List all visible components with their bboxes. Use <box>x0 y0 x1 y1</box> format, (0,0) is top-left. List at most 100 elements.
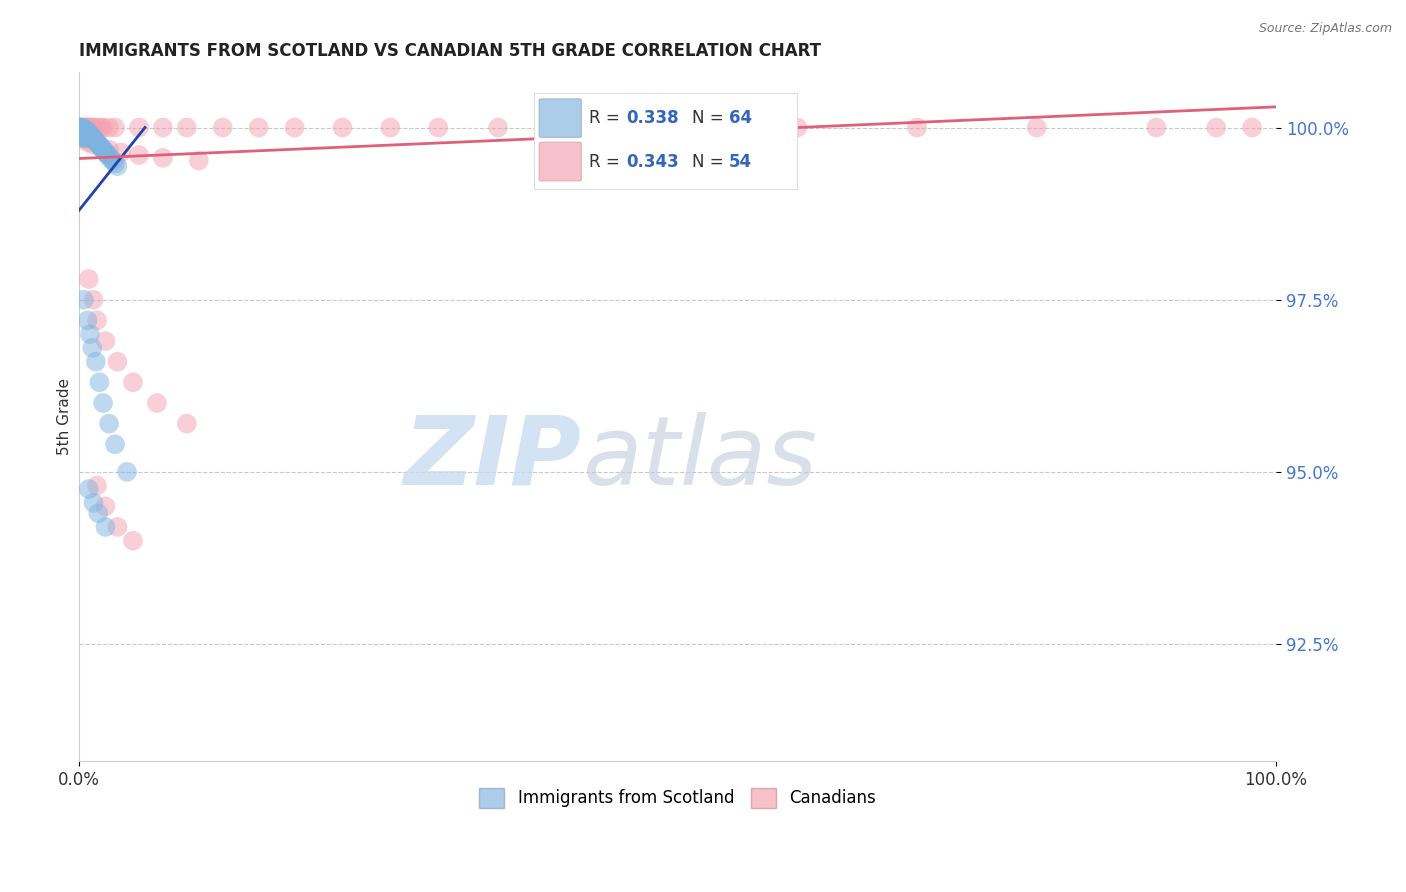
Point <box>486 120 509 135</box>
Point <box>122 376 145 390</box>
Point <box>77 482 100 496</box>
Point <box>75 126 97 140</box>
Point <box>75 120 97 135</box>
Point <box>82 293 104 307</box>
Point <box>79 120 101 135</box>
Point <box>176 417 198 431</box>
Point <box>90 140 112 154</box>
Point <box>666 120 689 135</box>
Point <box>79 128 101 142</box>
Point <box>69 120 91 135</box>
Text: ZIP: ZIP <box>404 411 582 505</box>
Point <box>101 153 124 168</box>
Point <box>75 120 97 135</box>
Legend: Immigrants from Scotland, Canadians: Immigrants from Scotland, Canadians <box>472 781 883 814</box>
Point <box>91 143 114 157</box>
Point <box>70 122 93 136</box>
Point <box>82 137 104 152</box>
Point <box>80 131 103 145</box>
Point <box>128 120 150 135</box>
Point <box>107 354 129 368</box>
Text: atlas: atlas <box>582 411 817 505</box>
Point <box>98 120 121 135</box>
Point <box>69 120 91 135</box>
Point <box>94 500 117 514</box>
Point <box>93 144 115 158</box>
Point <box>211 120 233 135</box>
Point <box>89 138 111 153</box>
Point <box>75 125 97 139</box>
Point <box>76 120 98 135</box>
Point <box>72 131 94 145</box>
Point <box>73 293 96 307</box>
Point <box>70 120 93 135</box>
Point <box>82 120 104 135</box>
Point <box>1205 120 1227 135</box>
Point <box>187 153 209 168</box>
Point <box>107 520 129 534</box>
Point <box>80 128 103 143</box>
Point <box>73 128 96 142</box>
Point <box>72 124 94 138</box>
Point <box>90 140 112 154</box>
Point <box>76 131 98 145</box>
Point <box>152 151 174 165</box>
Y-axis label: 5th Grade: 5th Grade <box>58 378 72 455</box>
Point <box>87 506 110 520</box>
Point <box>152 120 174 135</box>
Point <box>72 120 94 135</box>
Point <box>91 120 114 135</box>
Point <box>82 496 104 510</box>
Point <box>87 136 110 151</box>
Point <box>73 120 96 135</box>
Point <box>79 327 101 342</box>
Point <box>73 131 96 145</box>
Point <box>86 478 108 492</box>
Point <box>73 122 96 136</box>
Point <box>96 146 118 161</box>
Point <box>72 122 94 136</box>
Point <box>90 141 112 155</box>
Point <box>115 465 138 479</box>
Point <box>73 124 96 138</box>
Point <box>1144 120 1167 135</box>
Point <box>77 128 100 143</box>
Point <box>72 131 94 145</box>
Point <box>380 120 402 135</box>
Point <box>122 533 145 548</box>
Point <box>70 128 93 143</box>
Point <box>75 123 97 137</box>
Point <box>77 120 100 135</box>
Point <box>86 136 108 150</box>
Point <box>91 396 114 410</box>
Point <box>90 120 112 135</box>
Point <box>77 136 100 150</box>
Point <box>75 122 97 136</box>
Point <box>79 130 101 145</box>
Point <box>104 437 127 451</box>
Point <box>76 125 98 139</box>
Point <box>82 341 104 355</box>
Point <box>94 520 117 534</box>
Text: Source: ZipAtlas.com: Source: ZipAtlas.com <box>1258 22 1392 36</box>
Point <box>128 148 150 162</box>
Point <box>89 376 111 390</box>
Point <box>1241 120 1264 135</box>
Point <box>83 133 105 147</box>
Point <box>98 417 121 431</box>
Point <box>97 148 120 162</box>
Text: IMMIGRANTS FROM SCOTLAND VS CANADIAN 5TH GRADE CORRELATION CHART: IMMIGRANTS FROM SCOTLAND VS CANADIAN 5TH… <box>79 42 821 60</box>
Point <box>77 272 100 286</box>
Point <box>76 313 98 327</box>
Point <box>76 128 98 142</box>
Point <box>905 120 928 135</box>
Point <box>98 143 121 157</box>
Point <box>104 120 127 135</box>
Point <box>69 120 91 135</box>
Point <box>84 134 107 148</box>
Point <box>786 120 808 135</box>
Point <box>98 149 121 163</box>
Point <box>86 313 108 327</box>
Point <box>1025 120 1047 135</box>
Point <box>70 128 93 142</box>
